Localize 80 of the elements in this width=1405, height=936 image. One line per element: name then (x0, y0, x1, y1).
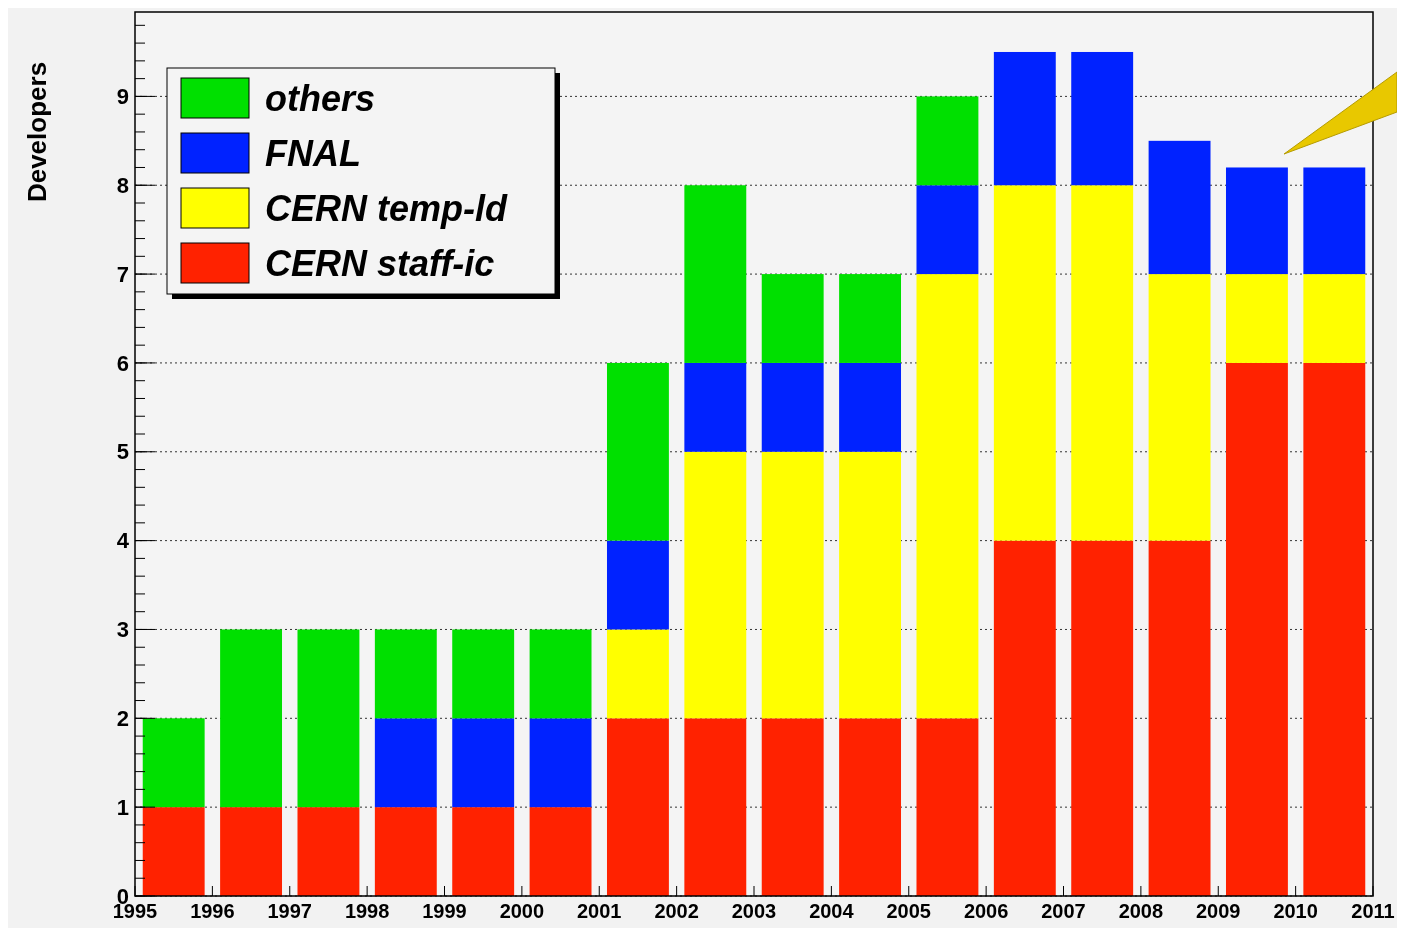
bar (1148, 540, 1211, 896)
bar (529, 629, 592, 719)
bar (374, 629, 437, 719)
bar (452, 718, 515, 808)
x-tick-label: 2009 (1196, 900, 1241, 922)
bar (993, 540, 1056, 896)
bar (839, 362, 902, 452)
bar (839, 274, 902, 363)
bar (1303, 167, 1366, 275)
bar (606, 362, 669, 541)
bar (1303, 362, 1366, 896)
bar (374, 718, 437, 808)
legend-label: others (265, 77, 376, 119)
x-tick-label: 2008 (1118, 900, 1164, 922)
bar (916, 96, 979, 186)
x-tick-label: 2011 (1351, 900, 1395, 922)
y-tick-label: 9 (116, 84, 129, 110)
bar (297, 629, 360, 808)
y-tick-label: 5 (116, 439, 129, 465)
bar (374, 807, 437, 896)
x-tick-label: 2000 (499, 900, 545, 922)
x-tick-label: 1998 (344, 900, 390, 922)
bar (220, 807, 283, 896)
x-tick-label: 1999 (422, 900, 467, 922)
bar (839, 451, 902, 719)
x-tick-label: 2010 (1273, 900, 1318, 922)
x-tick-label: 2006 (963, 900, 1009, 922)
bar (993, 185, 1056, 541)
x-tick-label: 1997 (267, 900, 312, 922)
y-tick-label: 6 (116, 350, 129, 376)
bar (297, 807, 360, 896)
bar (452, 807, 515, 896)
bar (142, 718, 205, 808)
bar (1071, 540, 1134, 896)
x-tick-label: 2005 (886, 900, 931, 922)
legend-label: CERN temp-ld (265, 187, 509, 229)
bar (1148, 274, 1211, 541)
bar (761, 451, 824, 719)
bar (1225, 167, 1288, 275)
bar (684, 451, 747, 719)
bar (1071, 185, 1134, 541)
bar (993, 51, 1056, 186)
bar (452, 629, 515, 719)
bar (684, 185, 747, 363)
x-tick-label: 2003 (731, 900, 777, 922)
bar (1071, 51, 1134, 186)
bar (1225, 274, 1288, 363)
bar (916, 185, 979, 275)
bar (761, 718, 824, 896)
y-tick-label: 8 (116, 172, 129, 198)
bar (916, 718, 979, 896)
y-axis-title: Developers (22, 61, 52, 203)
legend-label: CERN staff-ic (265, 242, 495, 284)
bar (606, 718, 669, 896)
bar (684, 718, 747, 896)
bar (220, 629, 283, 808)
x-tick-label: 2007 (1041, 900, 1086, 922)
x-tick-label: 2002 (654, 900, 699, 922)
y-tick-label: 7 (116, 261, 129, 287)
bar (761, 274, 824, 363)
bar (529, 807, 592, 896)
y-tick-label: 1 (116, 794, 129, 820)
bar (684, 362, 747, 452)
x-tick-label: 2004 (809, 900, 855, 922)
bar (529, 718, 592, 808)
bar (1303, 274, 1366, 363)
legend-label: FNAL (265, 132, 361, 174)
x-tick-label: 1996 (190, 900, 235, 922)
y-tick-label: 3 (116, 617, 129, 643)
y-tick-label: 2 (116, 706, 129, 732)
bar (1148, 140, 1211, 275)
bar (606, 540, 669, 630)
bar (1225, 362, 1288, 896)
bar (916, 274, 979, 719)
bar (142, 807, 205, 896)
bar (761, 362, 824, 452)
x-tick-label: 2001 (577, 900, 622, 922)
bar (839, 718, 902, 896)
y-tick-label: 4 (116, 528, 130, 554)
bar (606, 629, 669, 719)
